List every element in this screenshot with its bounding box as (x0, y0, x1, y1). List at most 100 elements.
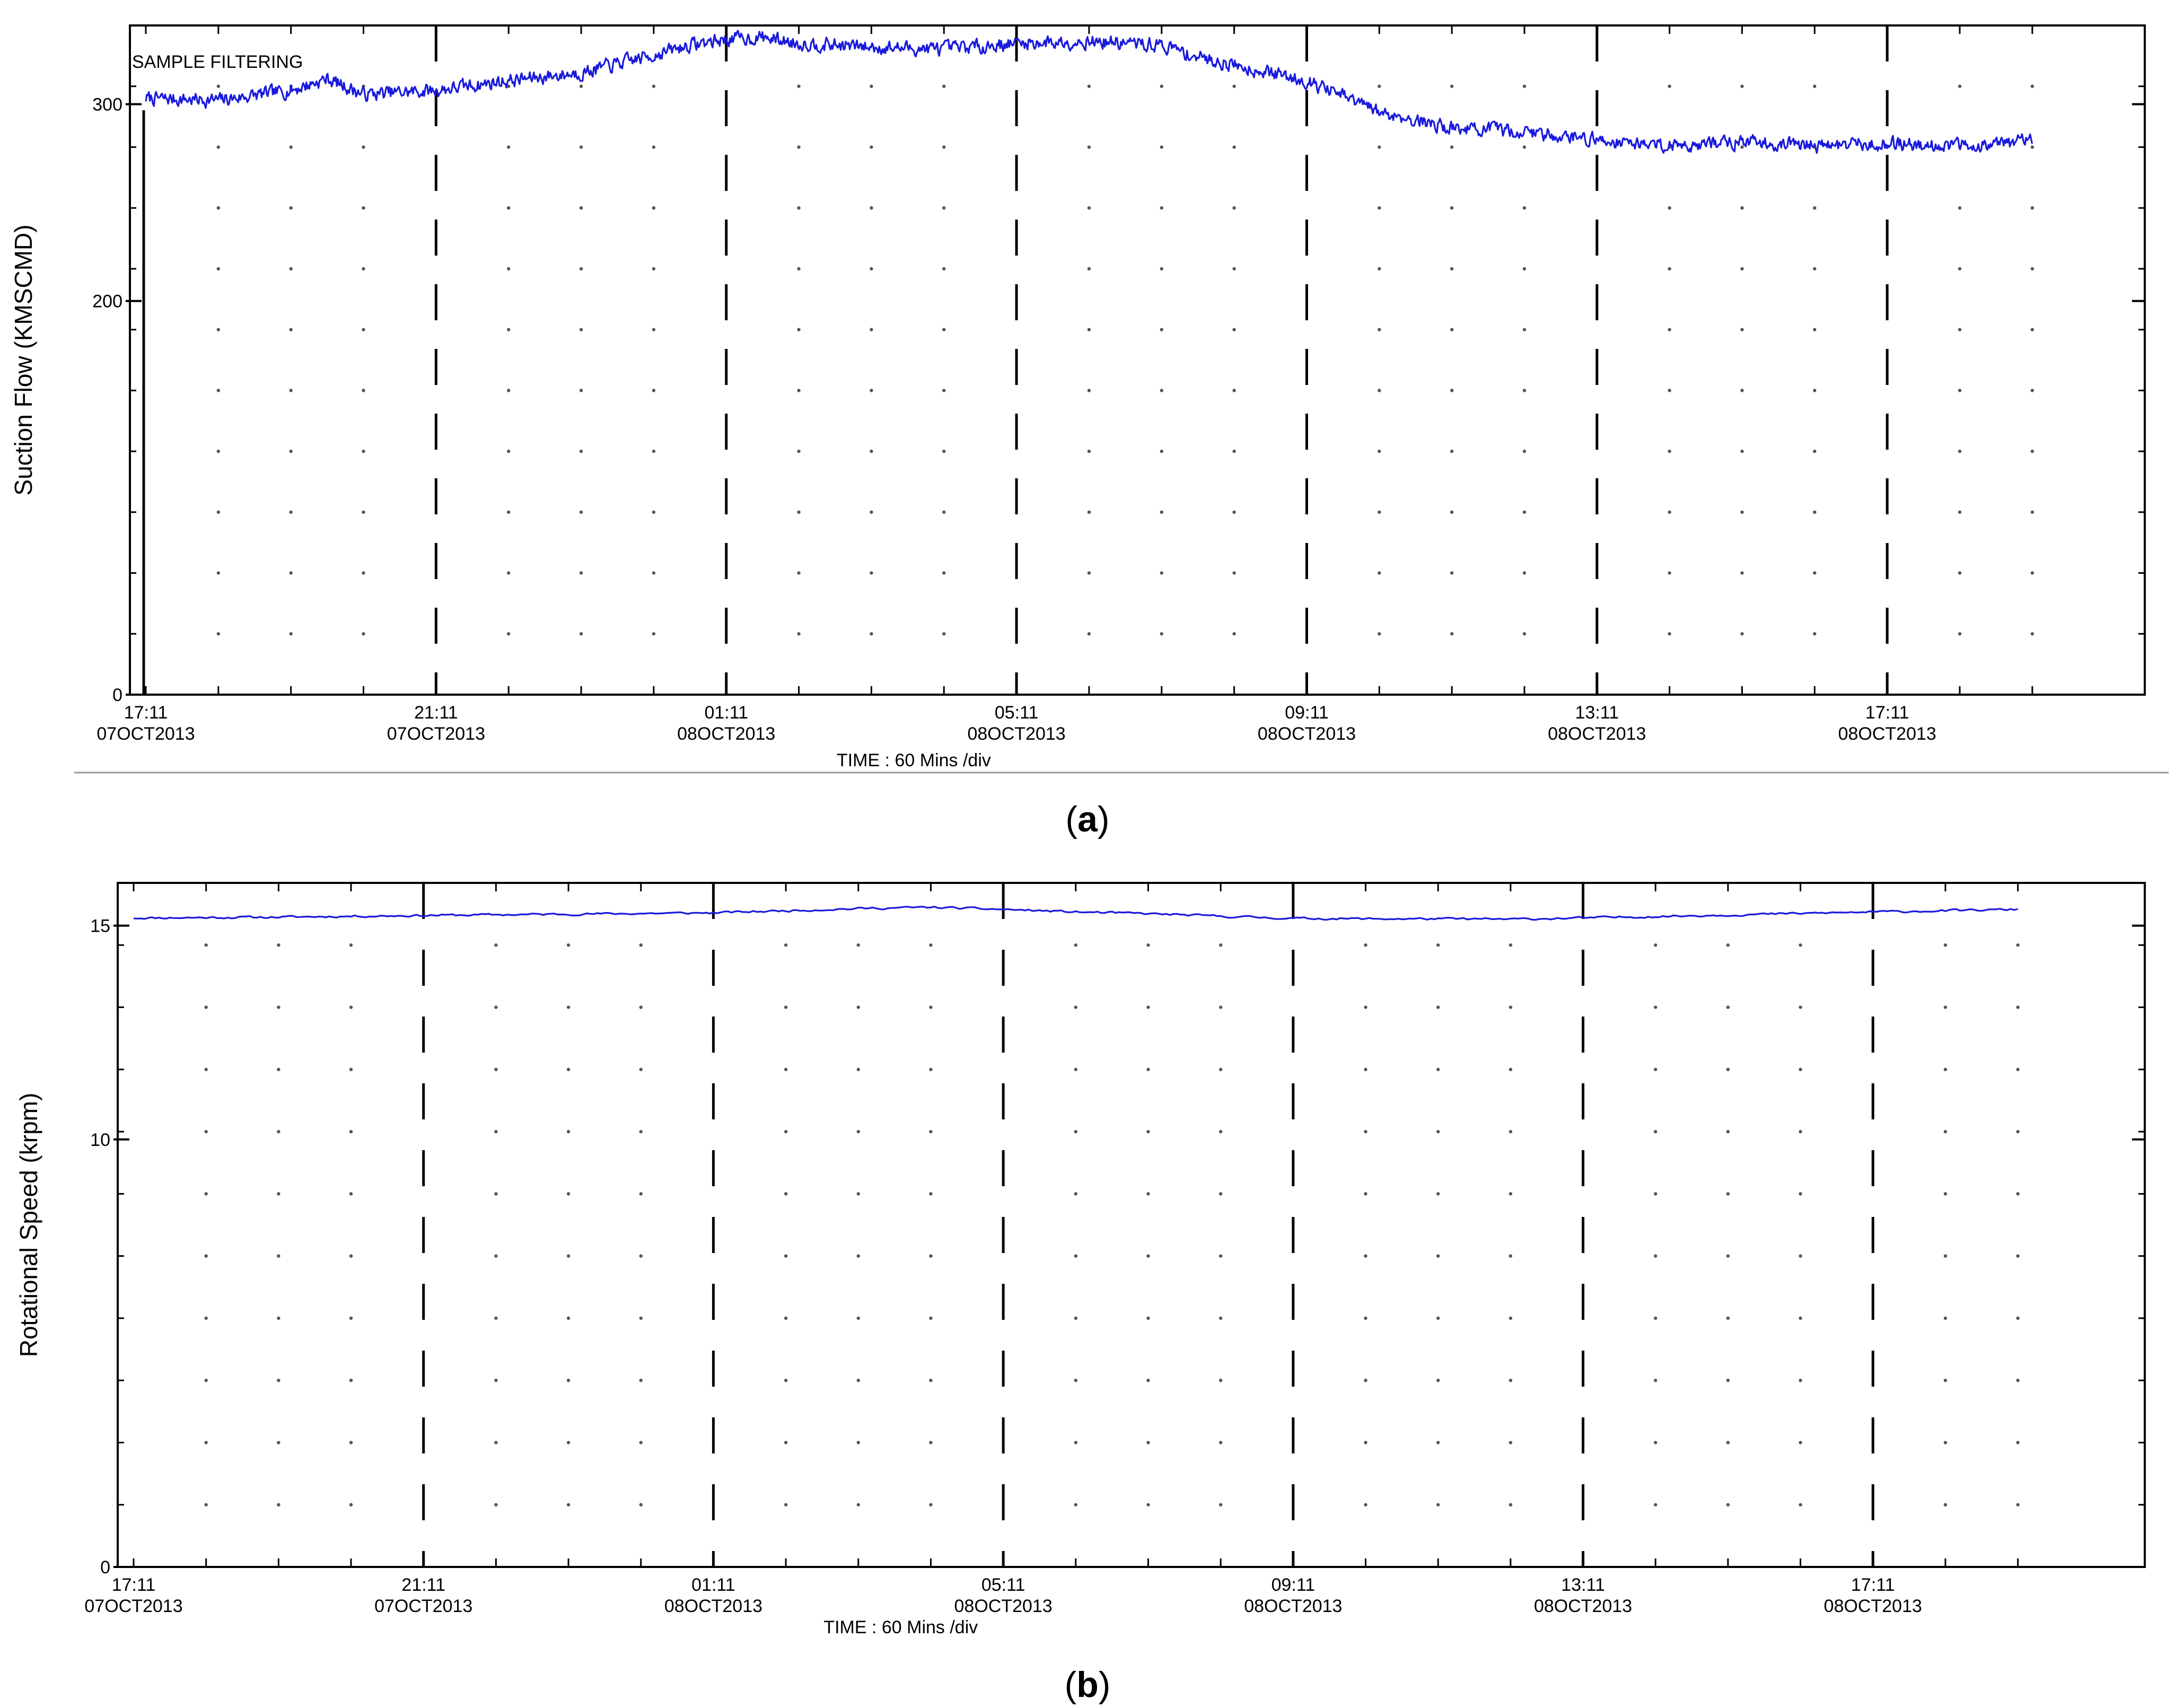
grid-dot (1726, 1378, 1730, 1382)
grid-dot (507, 449, 511, 453)
y-axis-title: Rotational Speed (krpm) (15, 1093, 42, 1357)
grid-dot (1218, 1503, 1223, 1506)
grid-dot (1958, 206, 1962, 210)
grid-dot (1436, 1316, 1440, 1320)
grid-dot (349, 1441, 353, 1444)
grid-dot (216, 328, 221, 331)
grid-dot (1364, 943, 1367, 947)
grid-dot (2016, 1192, 2020, 1196)
grid-dot (929, 1067, 933, 1072)
grid-dot (1813, 206, 1817, 210)
grid-dot (1943, 1067, 1948, 1072)
grid-dot (1436, 1254, 1440, 1258)
grid-dot (652, 84, 656, 88)
grid-dot (1799, 1441, 1802, 1444)
grid-dot (784, 1254, 788, 1258)
grid-dot (797, 449, 801, 453)
grid-dot (349, 1192, 353, 1196)
grid-dot (1087, 510, 1091, 514)
grid-dot (494, 1005, 498, 1009)
y-tick-label: 0 (100, 1557, 110, 1578)
grid-dot (1654, 1005, 1657, 1009)
x-tick-time-label: 09:11 (1271, 1575, 1315, 1595)
grid-dot (289, 267, 293, 271)
x-tick-time-label: 17:11 (124, 703, 168, 723)
grid-dot (1218, 1316, 1223, 1320)
grid-dot (1450, 571, 1454, 575)
grid-dot (1160, 389, 1163, 392)
grid-dot (1799, 1005, 1802, 1009)
grid-dot (1218, 1067, 1223, 1072)
grid-dot (784, 1129, 788, 1134)
grid-dot (870, 389, 873, 392)
grid-dot (289, 449, 293, 453)
grid-dot (349, 1254, 353, 1258)
panel-b-label: (b) (1065, 1665, 1111, 1705)
grid-dot (1074, 1254, 1078, 1258)
grid-dot (929, 1503, 933, 1506)
grid-dot (797, 84, 801, 88)
grid-dot (639, 1316, 643, 1320)
x-axis-title: TIME : 60 Mins /div (823, 1617, 978, 1637)
grid-dot (204, 1316, 208, 1320)
grid-dot (1958, 449, 1962, 453)
grid-dot (216, 449, 221, 453)
grid-dot (2016, 1503, 2020, 1506)
grid-dot (1813, 328, 1817, 331)
x-tick-date-label: 08OCT2013 (967, 724, 1065, 744)
grid-dot (1378, 449, 1381, 453)
grid-dot (1668, 267, 1671, 271)
grid-dot (566, 1441, 571, 1444)
grid-dot (1522, 632, 1527, 636)
grid-dot (507, 389, 511, 392)
y-tick-label: 200 (92, 292, 122, 312)
grid-dot (1450, 632, 1454, 636)
grid-dot (870, 84, 873, 88)
grid-dot (1364, 1192, 1367, 1196)
x-tick-date-label: 08OCT2013 (1548, 724, 1646, 744)
grid-dot (1509, 1316, 1513, 1320)
grid-dot (1436, 1378, 1440, 1382)
grid-dot (1799, 1503, 1802, 1506)
grid-dot (1364, 1129, 1367, 1134)
grid-dot (349, 1067, 353, 1072)
grid-dot (942, 84, 946, 88)
grid-dot (929, 1254, 933, 1258)
grid-dot (652, 206, 656, 210)
grid-dot (1378, 206, 1381, 210)
grid-dot (204, 1067, 208, 1072)
grid-dot (579, 328, 583, 331)
grid-dot (1740, 267, 1744, 271)
grid-dot (579, 510, 583, 514)
grid-dot (349, 943, 353, 947)
x-tick-time-label: 13:11 (1575, 703, 1619, 723)
grid-dot (1160, 206, 1163, 210)
grid-dot (2030, 571, 2034, 575)
grid-dot (2016, 1254, 2020, 1258)
grid-dot (652, 145, 656, 149)
grid-dot (1087, 267, 1091, 271)
y-tick-label: 15 (90, 916, 110, 936)
grid-dot (579, 632, 583, 636)
grid-dot (566, 1316, 571, 1320)
grid-dot (639, 1503, 643, 1506)
grid-dot (1160, 449, 1163, 453)
grid-dot (507, 145, 511, 149)
grid-dot (1958, 328, 1962, 331)
grid-dot (1813, 571, 1817, 575)
grid-dot (1740, 206, 1744, 210)
grid-dot (1232, 449, 1236, 453)
grid-dot (639, 1441, 643, 1444)
grid-dot (494, 1378, 498, 1382)
grid-dot (870, 206, 873, 210)
grid-dot (1232, 267, 1236, 271)
grid-dot (1450, 267, 1454, 271)
grid-dot (277, 1005, 280, 1009)
grid-dot (507, 632, 511, 636)
grid-dot (1813, 389, 1817, 392)
grid-dot (579, 145, 583, 149)
grid-dot (1668, 571, 1671, 575)
x-tick-time-label: 21:11 (401, 1575, 445, 1595)
grid-dot (204, 1378, 208, 1382)
grid-dot (507, 571, 511, 575)
